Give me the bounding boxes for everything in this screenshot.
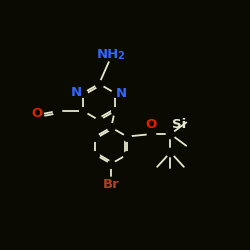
Text: NH: NH	[96, 48, 119, 61]
Text: Si: Si	[172, 118, 186, 131]
Text: N: N	[71, 86, 82, 99]
Text: O: O	[32, 107, 43, 120]
Text: O: O	[146, 118, 157, 131]
Text: Br: Br	[103, 178, 120, 191]
Text: 2: 2	[118, 51, 124, 61]
Text: N: N	[116, 87, 127, 100]
